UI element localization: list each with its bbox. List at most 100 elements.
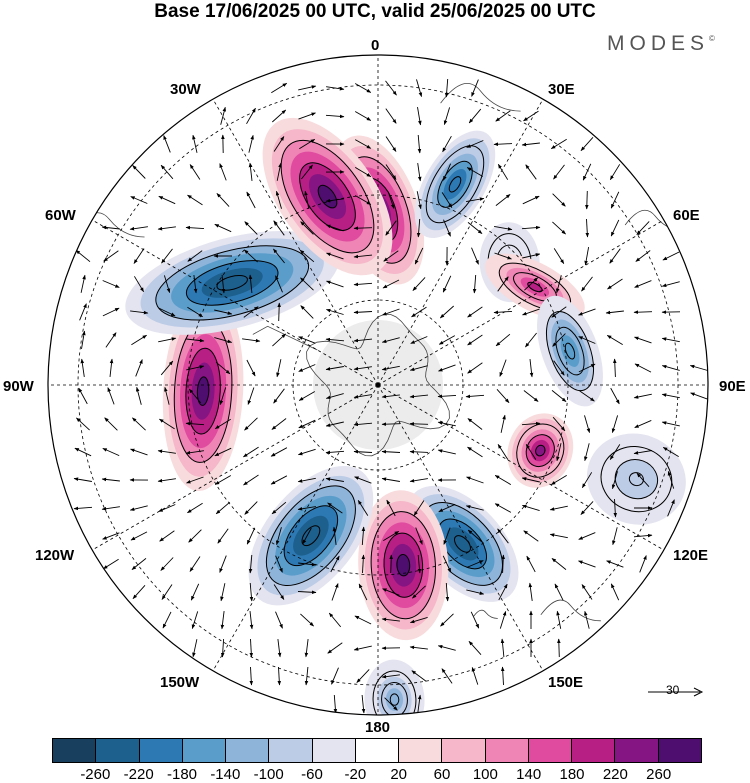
wind-vector (73, 477, 92, 482)
wind-vector (529, 359, 534, 378)
wind-vector (552, 333, 566, 347)
wind-vector (606, 560, 624, 568)
contour-line (283, 505, 339, 567)
wind-vector (383, 250, 399, 262)
wind-vector (633, 393, 652, 399)
wind-vector (79, 303, 87, 321)
wind-vector (582, 163, 592, 181)
wind-vector (552, 221, 566, 235)
wind-vector (495, 110, 511, 122)
wind-vector (186, 476, 204, 484)
wind-vector (327, 502, 343, 514)
wind-vector (437, 394, 457, 399)
wind-vector (276, 162, 282, 181)
wind-vector (497, 276, 509, 292)
wind-vector (244, 249, 258, 263)
wind-vector (275, 555, 283, 573)
wind-vector (214, 309, 233, 315)
colorbar-swatch (226, 739, 270, 762)
wind-vector (159, 418, 175, 430)
wind-vector (554, 583, 564, 601)
wind-vector (553, 164, 565, 180)
wind-vector (493, 310, 513, 315)
meridian-line (377, 219, 664, 386)
wind-vector (444, 78, 449, 98)
colorbar-tick-label: 60 (433, 766, 451, 783)
colorbar-tick-label: -20 (344, 766, 367, 783)
wind-vector (302, 527, 312, 545)
wind-vector (103, 250, 119, 262)
wind-vector (248, 134, 254, 153)
wind-vector (524, 277, 538, 291)
wind-vector (437, 644, 456, 651)
wind-vector (159, 530, 175, 542)
wind-vector (160, 164, 174, 180)
wind-vector (132, 417, 146, 431)
colorbar (52, 738, 702, 763)
wind-vector (437, 421, 456, 427)
wind-vector (157, 226, 176, 231)
wind-vector (325, 421, 344, 427)
wind-vector (470, 611, 480, 629)
wind-vector (325, 337, 345, 342)
wind-vector (553, 248, 565, 264)
anomaly-band (390, 693, 399, 706)
wind-vector (441, 668, 453, 684)
wind-vector (105, 332, 117, 348)
contour-line (370, 511, 436, 620)
wind-vector (609, 248, 621, 264)
wind-vector (78, 387, 88, 405)
wind-vector (580, 136, 594, 152)
meridian-line (92, 384, 379, 551)
wind-vector (636, 472, 650, 488)
wind-vector (493, 142, 513, 147)
wind-vector (549, 505, 568, 511)
contour-line (438, 518, 487, 570)
wind-vector (244, 417, 258, 431)
wind-vector (612, 358, 617, 378)
wind-vector (551, 558, 567, 570)
wind-vector (578, 336, 596, 344)
modes-logo: MODES© (607, 32, 715, 55)
wind-vector (551, 306, 567, 318)
continent-coastline (440, 83, 521, 112)
wind-vector (639, 555, 647, 573)
wind-vector (219, 163, 227, 181)
map-border (47, 54, 709, 716)
wind-vector (613, 498, 618, 518)
wind-vector (186, 338, 205, 343)
wind-vector (270, 447, 288, 457)
continent-coastline (540, 599, 601, 622)
wind-vector (662, 251, 680, 261)
wind-vector (187, 306, 203, 318)
wind-vector (354, 139, 372, 149)
wind-vector (494, 252, 512, 260)
contour-line (185, 347, 221, 435)
wind-vector (494, 225, 513, 231)
wind-vector (304, 190, 310, 209)
wind-vector (578, 308, 596, 316)
anomaly-lobe (537, 295, 603, 407)
wind-vector (220, 106, 227, 125)
meridian-line (377, 99, 544, 386)
wind-vector (389, 554, 393, 574)
contour-line (527, 281, 543, 293)
colorbar-tick-label: -100 (253, 766, 284, 783)
wind-vector (353, 310, 373, 315)
wind-vector (333, 694, 338, 714)
wind-vector (466, 589, 485, 595)
wind-vector (437, 449, 456, 455)
wind-vector (248, 274, 253, 294)
wind-vector (103, 558, 119, 570)
meridian-line (92, 219, 379, 386)
wind-vector (609, 164, 621, 181)
wind-vector (409, 616, 428, 624)
anomaly-lobe (162, 291, 244, 491)
wind-vector (552, 193, 566, 207)
wind-vector (249, 666, 254, 686)
wind-vector (301, 164, 313, 180)
wind-vector (246, 359, 256, 377)
wind-vector (412, 585, 426, 599)
wind-vector (164, 386, 170, 405)
wind-vector (556, 610, 562, 629)
